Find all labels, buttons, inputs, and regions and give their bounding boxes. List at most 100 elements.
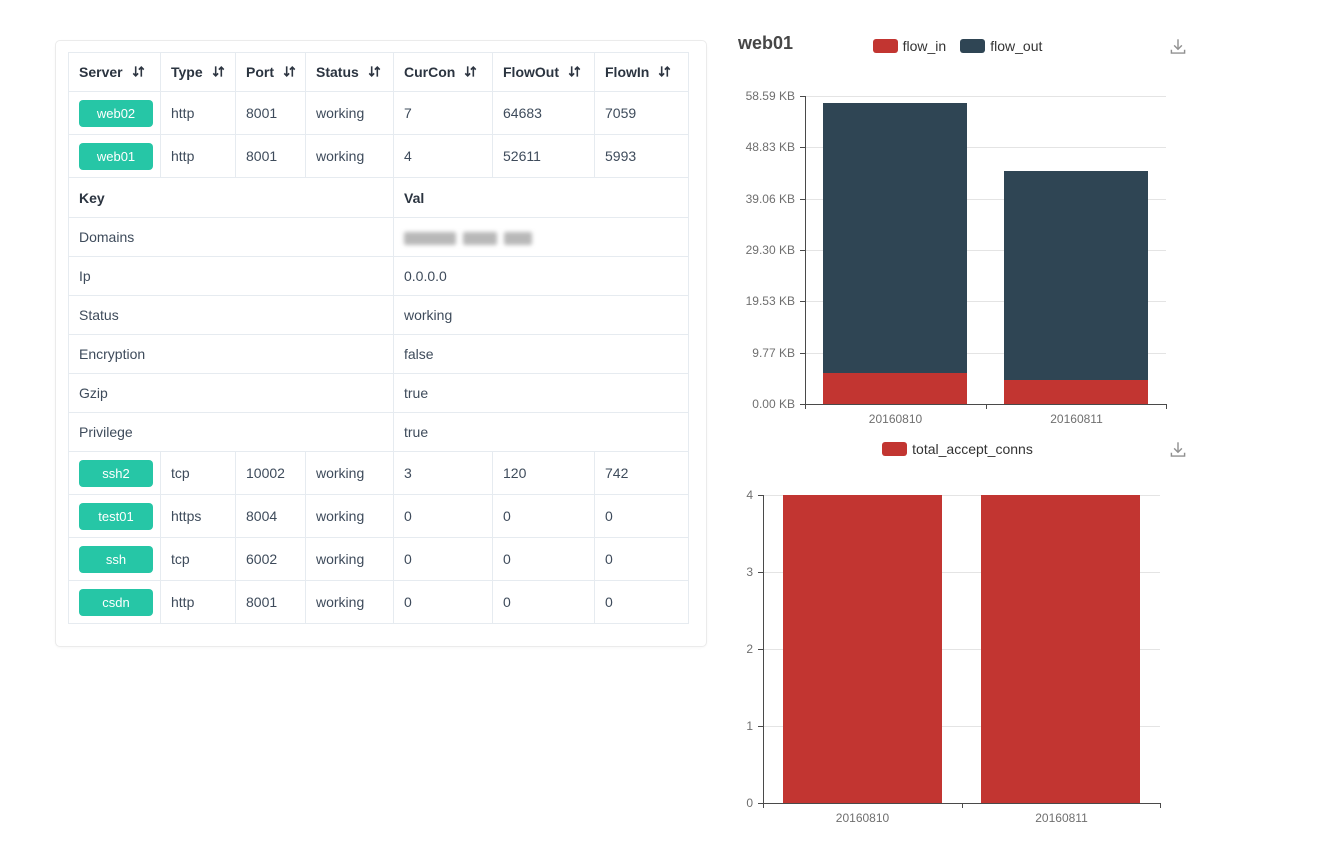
server-name-button[interactable]: web01 xyxy=(79,142,153,170)
flow-chart: web01 flow_in flow_out 0.00 KB 9.77 KB 19.5… xyxy=(720,25,1195,428)
kv-val-cell: true xyxy=(393,373,689,413)
flowout-cell: 0 xyxy=(492,580,595,624)
legend-item-flow_out[interactable]: flow_out xyxy=(960,38,1042,54)
column-header-label: Port xyxy=(246,64,274,80)
server-name-button[interactable]: ssh2 xyxy=(79,459,153,487)
column-header-port[interactable]: Port xyxy=(235,52,306,92)
kv-row: Domains xyxy=(68,217,689,257)
kv-key-cell: Status xyxy=(68,295,394,335)
flowout-cell: 0 xyxy=(492,537,595,581)
curcon-cell: 0 xyxy=(393,494,493,538)
sort-icon xyxy=(283,66,296,77)
y-axis-label: 3 xyxy=(746,565,753,579)
gridline xyxy=(805,250,1166,251)
y-axis-tick xyxy=(800,96,805,97)
status-cell: working xyxy=(305,494,394,538)
legend-label: flow_out xyxy=(990,38,1043,54)
kv-header-row: Key Val xyxy=(68,177,689,218)
column-header-server[interactable]: Server xyxy=(68,52,161,92)
y-axis-tick xyxy=(800,301,805,302)
kv-key-cell: Domains xyxy=(68,217,394,257)
x-axis-tick xyxy=(1166,404,1167,409)
x-axis-label: 20160811 xyxy=(1035,811,1088,825)
kv-key-cell: Privilege xyxy=(68,412,394,452)
download-chart-button[interactable] xyxy=(1167,439,1189,461)
bar-segment-flow_out xyxy=(1004,171,1148,380)
status-cell: working xyxy=(305,580,394,624)
conns-chart: total_accept_conns 0 1 2 3 4 20160810 20160811 xyxy=(720,428,1195,848)
flowin-cell: 0 xyxy=(594,494,689,538)
curcon-cell: 4 xyxy=(393,134,493,178)
server-name-button[interactable]: csdn xyxy=(79,588,153,616)
flowin-cell: 742 xyxy=(594,451,689,495)
kv-val-cell: false xyxy=(393,334,689,374)
download-icon xyxy=(1170,442,1186,457)
column-header-type[interactable]: Type xyxy=(160,52,236,92)
gridline xyxy=(763,572,1160,573)
curcon-cell: 3 xyxy=(393,451,493,495)
kv-row: Encryption false xyxy=(68,334,689,374)
server-table: Server Type Port Status CurCon FlowOut FlowIn w… xyxy=(68,52,689,624)
curcon-cell: 0 xyxy=(393,580,493,624)
bar-segment-flow_in xyxy=(1004,380,1148,404)
status-cell: working xyxy=(305,451,394,495)
sort-icon xyxy=(212,66,224,77)
column-header-label: Server xyxy=(79,64,123,80)
gridline xyxy=(763,495,1160,496)
y-axis-tick xyxy=(800,404,805,405)
kv-key-header: Key xyxy=(68,177,394,218)
column-header-status[interactable]: Status xyxy=(305,52,394,92)
y-axis-label: 1 xyxy=(746,719,753,733)
kv-val-header: Val xyxy=(393,177,689,218)
column-header-label: Type xyxy=(171,64,203,80)
legend-item-total_accept_conns[interactable]: total_accept_conns xyxy=(882,441,1033,457)
port-cell: 8004 xyxy=(235,494,306,538)
x-axis-tick xyxy=(1160,803,1161,808)
bar-segment-flow_out xyxy=(823,103,967,373)
gridline xyxy=(805,301,1166,302)
y-axis-label: 29.30 KB xyxy=(745,243,795,257)
legend-label: flow_in xyxy=(902,38,947,54)
x-axis-tick xyxy=(805,404,806,409)
table-row: csdn http 8001 working 0 0 0 xyxy=(68,580,689,624)
kv-key-cell: Gzip xyxy=(68,373,394,413)
legend-item-flow_in[interactable]: flow_in xyxy=(872,38,947,54)
legend-swatch xyxy=(872,39,898,53)
type-cell: tcp xyxy=(160,451,236,495)
flowin-cell: 5993 xyxy=(594,134,689,178)
table-header-row: Server Type Port Status CurCon FlowOut FlowIn xyxy=(68,52,689,92)
port-cell: 8001 xyxy=(235,134,306,178)
bar-segment-total_accept_conns xyxy=(783,495,942,803)
y-axis-tick xyxy=(800,199,805,200)
column-header-flowin[interactable]: FlowIn xyxy=(594,52,689,92)
sort-icon xyxy=(568,66,581,77)
column-header-label: CurCon xyxy=(404,64,456,80)
y-axis-label: 0.00 KB xyxy=(752,397,795,411)
column-header-flowout[interactable]: FlowOut xyxy=(492,52,595,92)
server-cell: test01 xyxy=(68,494,161,538)
server-name-button[interactable]: web02 xyxy=(79,99,153,127)
sort-icon xyxy=(132,66,144,77)
server-cell: ssh2 xyxy=(68,451,161,495)
gridline xyxy=(763,649,1160,650)
column-header-curcon[interactable]: CurCon xyxy=(393,52,493,92)
kv-row: Status working xyxy=(68,295,689,335)
sort-icon xyxy=(465,66,477,77)
y-axis-label: 9.77 KB xyxy=(752,346,795,360)
y-axis-label: 2 xyxy=(746,642,753,656)
table-row: web01 http 8001 working 4 52611 5993 xyxy=(68,134,689,178)
column-header-label: Status xyxy=(316,64,359,80)
flowout-cell: 0 xyxy=(492,494,595,538)
blurred-value xyxy=(463,231,497,245)
server-cell: web01 xyxy=(68,134,161,178)
download-chart-button[interactable] xyxy=(1167,36,1189,58)
legend-swatch xyxy=(960,39,986,53)
flowin-cell: 7059 xyxy=(594,91,689,135)
server-name-button[interactable]: ssh xyxy=(79,545,153,573)
kv-row: Gzip true xyxy=(68,373,689,413)
x-axis-label: 20160810 xyxy=(868,412,923,426)
status-cell: working xyxy=(305,134,394,178)
server-name-button[interactable]: test01 xyxy=(79,502,153,530)
server-cell: ssh xyxy=(68,537,161,581)
